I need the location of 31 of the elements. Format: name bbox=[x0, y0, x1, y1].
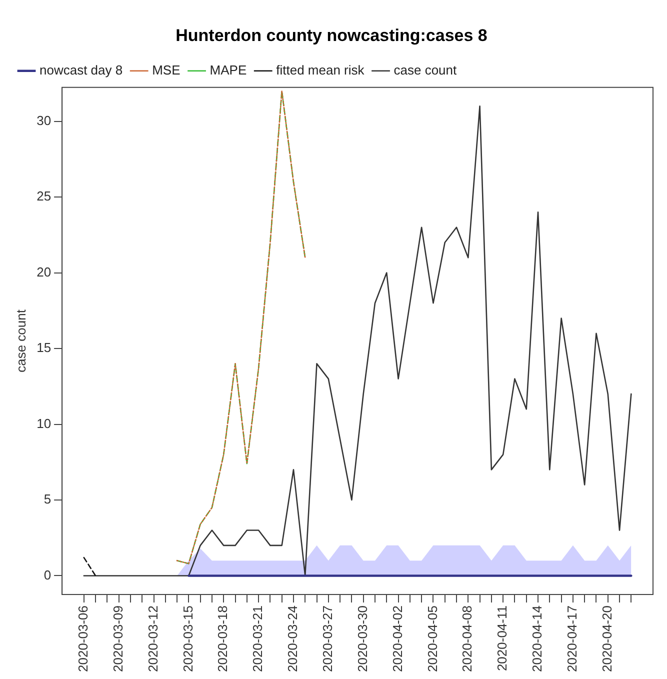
x-tick-label: 2020-03-12 bbox=[145, 606, 160, 672]
x-tick-label: 2020-03-06 bbox=[75, 606, 90, 672]
x-tick-label: 2020-03-21 bbox=[250, 606, 266, 672]
legend-label: MAPE bbox=[210, 62, 247, 78]
y-tick-label: 15 bbox=[36, 340, 52, 356]
x-tick-label: 2020-04-11 bbox=[494, 606, 510, 672]
x-tick-label: 2020-04-14 bbox=[530, 606, 545, 672]
x-tick-label: 2020-04-20 bbox=[599, 606, 614, 672]
x-tick-label: 2020-03-09 bbox=[110, 606, 126, 672]
y-tick-label: 5 bbox=[44, 492, 52, 507]
legend-label: fitted mean risk bbox=[276, 62, 365, 78]
chart-title: Hunterdon county nowcasting:cases 8 bbox=[176, 26, 488, 45]
y-tick-label: 0 bbox=[44, 567, 52, 582]
x-tick-label: 2020-04-08 bbox=[460, 606, 475, 672]
x-tick-label: 2020-04-02 bbox=[390, 606, 405, 672]
x-tick-label: 2020-03-24 bbox=[285, 606, 300, 672]
y-tick-label: 20 bbox=[36, 264, 52, 280]
x-tick-label: 2020-03-27 bbox=[320, 606, 335, 672]
y-axis-title: case count bbox=[13, 309, 28, 372]
x-tick-label: 2020-03-18 bbox=[215, 606, 230, 672]
legend-label: nowcast day 8 bbox=[40, 62, 123, 78]
legend-label: case count bbox=[394, 62, 458, 78]
x-tick-label: 2020-04-17 bbox=[564, 606, 580, 672]
x-tick-label: 2020-03-30 bbox=[354, 606, 370, 672]
y-tick-label: 30 bbox=[36, 112, 52, 128]
legend-label: MSE bbox=[152, 62, 181, 78]
x-tick-label: 2020-04-05 bbox=[424, 606, 440, 672]
line-series bbox=[176, 90, 306, 564]
y-tick-label: 25 bbox=[36, 188, 52, 204]
y-tick-label: 10 bbox=[36, 416, 52, 431]
x-tick-label: 2020-03-15 bbox=[180, 606, 196, 672]
